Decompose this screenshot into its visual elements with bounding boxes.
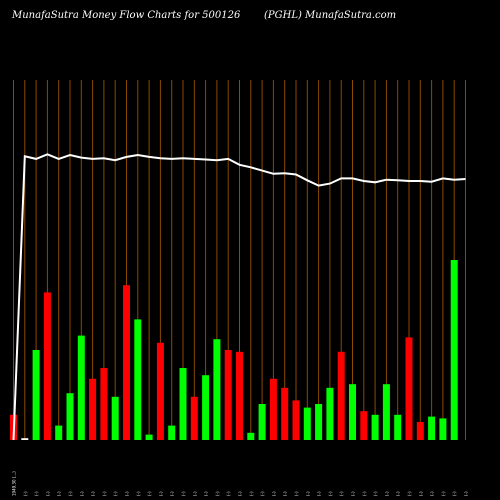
money-flow-bar xyxy=(450,260,458,440)
money-flow-bar xyxy=(315,404,323,440)
x-tick-label: (-) xyxy=(34,491,39,496)
chart-header: MunafaSutra Money Flow Charts for 500126… xyxy=(0,0,500,30)
x-tick-label: (-) xyxy=(271,491,276,496)
x-tick-label: (-) xyxy=(452,491,457,496)
money-flow-bar xyxy=(337,351,345,440)
money-flow-bar xyxy=(371,414,379,440)
money-flow-bar xyxy=(382,384,390,440)
x-tick-label: (-) xyxy=(215,491,220,496)
money-flow-bar xyxy=(292,400,300,440)
x-tick-label: (-) xyxy=(147,491,152,496)
x-tick-label: (-) xyxy=(45,491,50,496)
x-tick-label: (-) xyxy=(68,491,73,496)
x-tick-label: (-) xyxy=(113,491,118,496)
x-tick-label: (-) xyxy=(102,491,107,496)
x-tick-label: (-) xyxy=(418,491,423,496)
money-flow-bar xyxy=(303,407,311,440)
money-flow-bar xyxy=(202,375,210,440)
x-tick-label: (-) xyxy=(362,491,367,496)
money-flow-bar xyxy=(32,350,40,440)
money-flow-bar xyxy=(224,350,232,440)
x-tick-label: (-) xyxy=(192,491,197,496)
x-tick-label: (-) xyxy=(283,491,288,496)
money-flow-bar xyxy=(21,438,29,440)
x-tick-label: (-) xyxy=(328,491,333,496)
x-tick-label: (-) xyxy=(441,491,446,496)
chart-title-right: (PGHL) MunafaSutra.com xyxy=(264,10,397,21)
x-tick-label: (-) xyxy=(373,491,378,496)
money-flow-bar xyxy=(134,319,142,440)
money-flow-bar xyxy=(123,285,130,440)
money-flow-bar xyxy=(111,396,119,440)
chart-title-left: MunafaSutra Money Flow Charts for 500126 xyxy=(12,10,241,21)
money-flow-bar xyxy=(326,387,334,440)
x-tick-label: (-) xyxy=(317,491,322,496)
x-tick-label: (-) xyxy=(407,491,412,496)
money-flow-bar xyxy=(66,393,74,440)
money-flow-bar xyxy=(394,414,402,440)
x-tick-label: (-) xyxy=(226,491,231,496)
money-flow-bar xyxy=(156,342,164,440)
x-tick-label: (-) xyxy=(125,491,130,496)
money-flow-bar xyxy=(416,422,424,440)
money-flow-bar xyxy=(100,368,108,440)
x-tick-label: 1949.30 (...) xyxy=(12,471,17,496)
money-flow-bar xyxy=(89,378,97,440)
x-tick-label: (-) xyxy=(351,491,356,496)
x-tick-label: (-) xyxy=(260,491,265,496)
money-flow-bar xyxy=(55,425,63,440)
money-flow-bar xyxy=(360,411,368,440)
money-flow-bar xyxy=(439,418,447,440)
x-tick-label: (-) xyxy=(430,491,435,496)
money-flow-bar xyxy=(43,292,51,440)
money-flow-bar xyxy=(428,416,436,440)
x-tick-label: (-) xyxy=(464,491,469,496)
money-flow-bar xyxy=(190,396,198,440)
x-tick-label: (-) xyxy=(396,491,401,496)
money-flow-bar xyxy=(281,387,289,440)
money-flow-bar xyxy=(258,404,266,440)
money-flow-bar xyxy=(349,384,356,440)
money-flow-bar xyxy=(236,351,243,440)
x-tick-label: (-) xyxy=(170,491,175,496)
x-tick-label: (-) xyxy=(249,491,254,496)
x-tick-label: (-) xyxy=(158,491,163,496)
x-tick-label: (-) xyxy=(181,491,186,496)
money-flow-bar xyxy=(145,434,153,440)
x-tick-label: (-) xyxy=(23,491,28,496)
x-tick-label: (-) xyxy=(57,491,62,496)
money-flow-bar xyxy=(168,425,176,440)
x-tick-label: (-) xyxy=(294,491,299,496)
money-flow-bar xyxy=(247,432,255,440)
x-tick-label: (-) xyxy=(339,491,344,496)
x-tick-label: (-) xyxy=(238,491,243,496)
x-tick-label: (-) xyxy=(204,491,209,496)
money-flow-bar xyxy=(77,335,85,440)
money-flow-bar xyxy=(269,378,277,440)
x-tick-label: (-) xyxy=(79,491,84,496)
x-tick-label: (-) xyxy=(91,491,96,496)
x-tick-label: (-) xyxy=(384,491,389,496)
money-flow-bar xyxy=(213,339,221,440)
x-tick-label: (-) xyxy=(136,491,141,496)
money-flow-bar xyxy=(405,337,413,440)
price-line xyxy=(12,153,466,441)
money-flow-bar xyxy=(179,368,187,440)
x-tick-label: (-) xyxy=(305,491,310,496)
